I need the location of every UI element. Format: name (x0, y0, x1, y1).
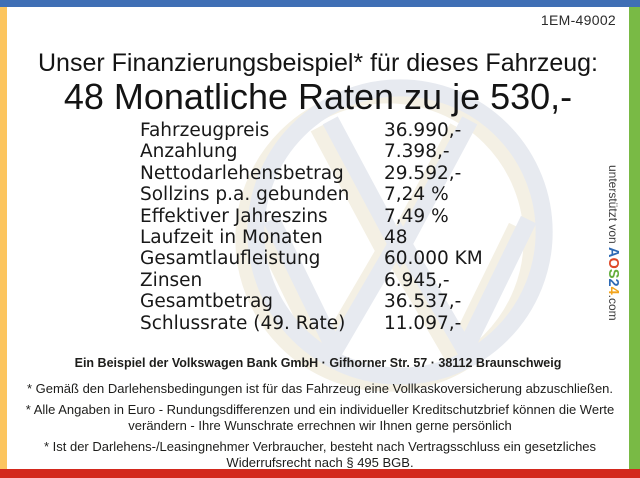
frame-right-green (629, 7, 640, 469)
aos24-logo: AOS24 (605, 247, 621, 295)
frame-bottom-red (0, 469, 640, 478)
table-row: Zinsen 6.945,- (140, 270, 500, 291)
row-value: 7,49 % (384, 205, 449, 227)
bank-info-line: Ein Beispiel der Volkswagen Bank GmbH · … (74, 356, 562, 370)
footnote-insurance: * Gemäß den Darlehensbedingungen ist für… (26, 381, 614, 396)
row-value: 36.990,- (384, 120, 462, 141)
row-value: 48 (384, 227, 408, 249)
table-row: Fahrzeugpreis 36.990,- (140, 120, 500, 141)
footnote-withdrawal-right: * Ist der Darlehens-/Leasingnehmer Verbr… (43, 439, 597, 470)
row-label: Gesamtbetrag (140, 291, 274, 313)
row-label: Anzahlung (140, 141, 238, 163)
frame-left-yellow (0, 7, 7, 469)
page-title: Unser Finanzierungsbeispiel* für dieses … (37, 49, 598, 77)
row-label: Laufzeit in Monaten (140, 227, 323, 249)
table-row: Nettodarlehensbetrag 29.592,- (140, 163, 500, 184)
table-row: Gesamtbetrag 36.537,- (140, 291, 500, 312)
row-label: Schlussrate (49. Rate) (140, 312, 346, 334)
finance-table: Fahrzeugpreis 36.990,- Anzahlung 7.398,-… (140, 120, 500, 334)
supported-by-label: unterstützt von (606, 165, 620, 248)
table-row: Schlussrate (49. Rate) 11.097,- (140, 313, 500, 334)
row-value: 60.000 KM (384, 248, 483, 270)
supported-by-vertical: unterstützt von AOS24.com (600, 165, 624, 321)
row-label: Effektiver Jahreszins (140, 205, 328, 227)
row-label: Fahrzeugpreis (140, 120, 270, 141)
footnote-euro-values: * Alle Angaben in Euro - Rundungsdiffere… (25, 402, 615, 433)
row-value: 11.097,- (384, 312, 462, 334)
row-value: 36.537,- (384, 291, 462, 313)
row-value: 7,24 % (384, 184, 449, 206)
row-value: 6.945,- (384, 269, 450, 291)
frame-top-blue (0, 0, 640, 7)
table-row: Effektiver Jahreszins 7,49 % (140, 206, 500, 227)
row-label: Gesamtlaufleistung (140, 248, 321, 270)
reference-number: 1EM-49002 (540, 12, 616, 28)
aos24-suffix: .com (606, 294, 620, 321)
page-subtitle-rate: 48 Monatliche Raten zu je 530,- (63, 76, 573, 117)
row-value: 7.398,- (384, 141, 450, 163)
table-row: Laufzeit in Monaten 48 (140, 227, 500, 248)
vw-logo-watermark (247, 79, 553, 385)
table-row: Anzahlung 7.398,- (140, 141, 500, 162)
row-label: Sollzins p.a. gebunden (140, 184, 350, 206)
row-label: Nettodarlehensbetrag (140, 162, 344, 184)
footnotes: * Gemäß den Darlehensbedingungen ist für… (20, 381, 620, 476)
table-row: Sollzins p.a. gebunden 7,24 % (140, 184, 500, 205)
row-label: Zinsen (140, 269, 203, 291)
row-value: 29.592,- (384, 162, 462, 184)
table-row: Gesamtlaufleistung 60.000 KM (140, 248, 500, 269)
